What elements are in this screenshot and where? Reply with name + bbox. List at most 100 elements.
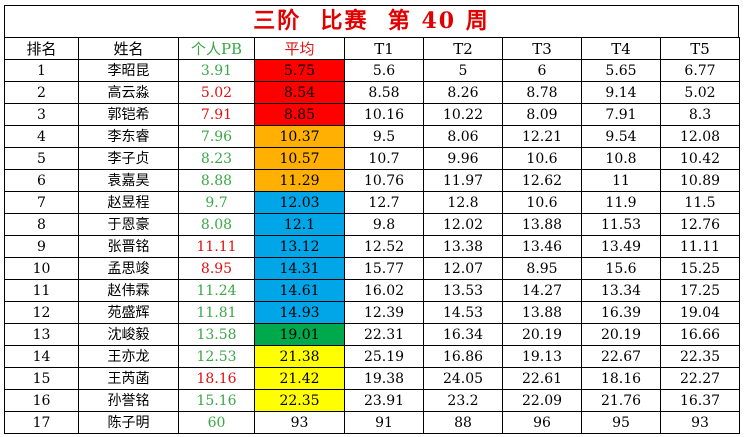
table-row: 8 于恩豪 8.08 12.1 9.8 12.02 13.88 11.53 12.76 [4,213,740,236]
time-cell-t3: 10.6 [502,191,582,214]
name-cell: 陈子明 [78,411,179,434]
header-average: 平均 [254,37,345,60]
table-row: 9 张晋铭 11.11 13.12 12.52 13.38 13.46 13.49 11.11 [4,235,740,258]
time-cell-t1: 15.77 [344,257,424,280]
time-cell-t4: 18.16 [581,367,661,390]
rank-cell: 7 [4,191,79,214]
rank-cell: 6 [4,169,79,192]
time-cell-t4: 13.34 [581,279,661,302]
time-cell-t2: 16.34 [423,323,503,346]
time-cell-t1: 10.16 [344,103,424,126]
average-cell: 8.54 [254,81,345,104]
rank-cell: 4 [4,125,79,148]
name-cell: 王亦龙 [78,345,179,368]
table-row: 6 袁嘉昊 8.88 11.29 10.76 11.97 12.62 11 10.89 [4,169,740,192]
time-cell-t5: 10.89 [660,169,740,192]
time-cell-t3: 8.09 [502,103,582,126]
rank-cell: 15 [4,367,79,390]
rank-cell: 9 [4,235,79,258]
time-cell-t4: 21.76 [581,389,661,412]
time-cell-t2: 14.53 [423,301,503,324]
name-cell: 李昭昆 [78,59,179,82]
average-cell: 10.37 [254,125,345,148]
table-row: 4 李东睿 7.96 10.37 9.5 8.06 12.21 9.54 12.08 [4,125,740,148]
rank-cell: 16 [4,389,79,412]
time-cell-t4: 22.67 [581,345,661,368]
average-cell: 5.75 [254,59,345,82]
rank-cell: 17 [4,411,79,434]
time-cell-t1: 91 [344,411,424,434]
table-row: 14 王亦龙 12.53 21.38 25.19 16.86 19.13 22.67 22.35 [4,345,740,368]
time-cell-t5: 8.3 [660,103,740,126]
time-cell-t5: 22.27 [660,367,740,390]
time-cell-t4: 15.6 [581,257,661,280]
time-cell-t1: 5.6 [344,59,424,82]
time-cell-t1: 25.19 [344,345,424,368]
table-row: 16 孙誉铭 15.16 22.35 23.91 23.2 22.09 21.76 16.37 [4,389,740,412]
time-cell-t5: 22.35 [660,345,740,368]
time-cell-t2: 13.53 [423,279,503,302]
time-cell-t3: 14.27 [502,279,582,302]
time-cell-t4: 11.9 [581,191,661,214]
name-cell: 于恩豪 [78,213,179,236]
time-cell-t1: 22.31 [344,323,424,346]
time-cell-t5: 16.66 [660,323,740,346]
time-cell-t3: 13.88 [502,301,582,324]
results-table: 排名 姓名 个人PB 平均 T1 T2 T3 T4 T5 1 李昭昆 3.91 5.7… [4,37,740,434]
rank-cell: 11 [4,279,79,302]
average-cell: 14.93 [254,301,345,324]
time-cell-t2: 24.05 [423,367,503,390]
header-t4: T4 [581,37,661,60]
time-cell-t2: 23.2 [423,389,503,412]
time-cell-t3: 22.09 [502,389,582,412]
rank-cell: 14 [4,345,79,368]
average-cell: 93 [254,411,345,434]
table-row: 11 赵伟霖 11.24 14.61 16.02 13.53 14.27 13.34 17.25 [4,279,740,302]
spreadsheet: 三阶 比赛 第 40 周 排名 姓名 个人PB 平均 T1 T2 T3 T4 T… [4,5,740,434]
average-cell: 10.57 [254,147,345,170]
time-cell-t3: 20.19 [502,323,582,346]
time-cell-t1: 19.38 [344,367,424,390]
time-cell-t1: 12.39 [344,301,424,324]
time-cell-t5: 12.76 [660,213,740,236]
header-name: 姓名 [78,37,179,60]
time-cell-t3: 8.78 [502,81,582,104]
time-cell-t2: 8.06 [423,125,503,148]
pb-cell: 11.24 [178,279,255,302]
time-cell-t5: 17.25 [660,279,740,302]
time-cell-t3: 13.88 [502,213,582,236]
time-cell-t4: 9.54 [581,125,661,148]
average-cell: 21.42 [254,367,345,390]
name-cell: 高云淼 [78,81,179,104]
time-cell-t1: 10.76 [344,169,424,192]
pb-cell: 12.53 [178,345,255,368]
table-row: 10 孟思竣 8.95 14.31 15.77 12.07 8.95 15.6 15.25 [4,257,740,280]
name-cell: 赵伟霖 [78,279,179,302]
average-cell: 19.01 [254,323,345,346]
average-cell: 8.85 [254,103,345,126]
average-cell: 14.61 [254,279,345,302]
rank-cell: 10 [4,257,79,280]
time-cell-t5: 10.42 [660,147,740,170]
time-cell-t3: 22.61 [502,367,582,390]
pb-cell: 3.91 [178,59,255,82]
time-cell-t3: 10.6 [502,147,582,170]
table-row: 17 陈子明 60 93 91 88 96 95 93 [4,411,740,434]
pb-cell: 8.08 [178,213,255,236]
header-t3: T3 [502,37,582,60]
table-row: 15 王芮菡 18.16 21.42 19.38 24.05 22.61 18.16 22.27 [4,367,740,390]
pb-cell: 18.16 [178,367,255,390]
time-cell-t4: 11 [581,169,661,192]
pb-cell: 9.7 [178,191,255,214]
name-cell: 沈峻毅 [78,323,179,346]
pb-cell: 15.16 [178,389,255,412]
time-cell-t2: 8.26 [423,81,503,104]
time-cell-t4: 11.53 [581,213,661,236]
name-cell: 李东睿 [78,125,179,148]
pb-cell: 60 [178,411,255,434]
time-cell-t4: 10.8 [581,147,661,170]
name-cell: 孙誉铭 [78,389,179,412]
time-cell-t4: 20.19 [581,323,661,346]
header-pb: 个人PB [178,37,255,60]
rank-cell: 5 [4,147,79,170]
